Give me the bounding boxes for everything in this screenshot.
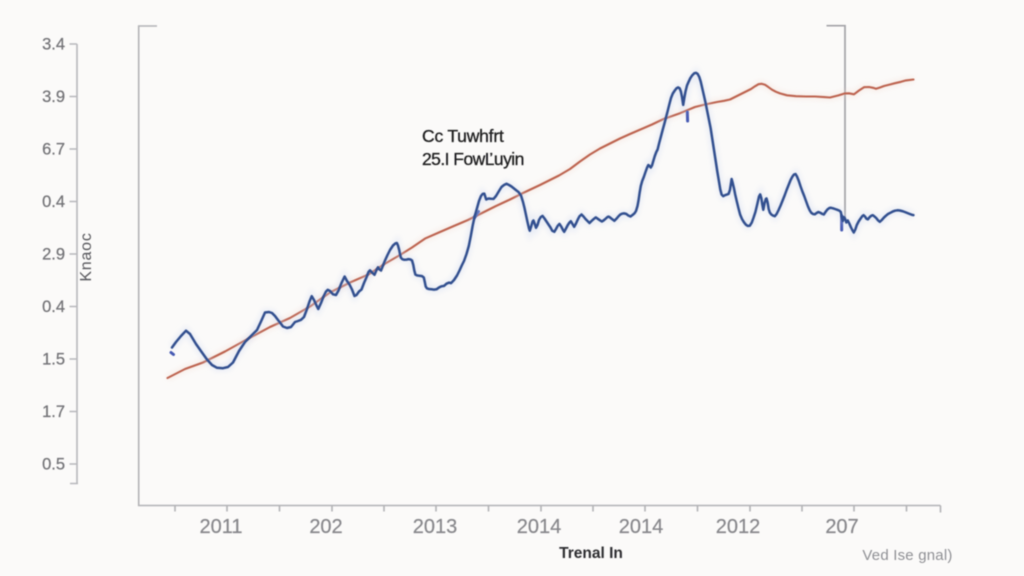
svg-text:0.4: 0.4 — [42, 193, 65, 211]
svg-text:0.5: 0.5 — [42, 456, 65, 474]
svg-text:207: 207 — [825, 516, 858, 538]
svg-text:3.4: 3.4 — [42, 36, 65, 54]
svg-text:25.I FowĽuyin: 25.I FowĽuyin — [422, 149, 524, 169]
svg-text:Ved Ise gnal): Ved Ise gnal) — [862, 547, 952, 564]
svg-text:2014: 2014 — [517, 516, 562, 538]
svg-text:3.9: 3.9 — [42, 88, 65, 106]
svg-text:2012: 2012 — [716, 516, 761, 538]
svg-text:Cc Tuwhfrt: Cc Tuwhfrt — [422, 126, 504, 146]
svg-text:2011: 2011 — [199, 516, 242, 538]
svg-text:6.7: 6.7 — [42, 141, 65, 159]
svg-text:0.4: 0.4 — [42, 298, 65, 316]
svg-text:2.9: 2.9 — [42, 246, 65, 264]
svg-text:Trenal In: Trenal In — [559, 545, 623, 562]
svg-text:202: 202 — [309, 516, 342, 538]
svg-text:2013: 2013 — [413, 516, 458, 538]
svg-text:1.7: 1.7 — [42, 403, 65, 421]
svg-text:2014: 2014 — [619, 516, 664, 538]
svg-text:1.5: 1.5 — [42, 351, 65, 369]
svg-text:Knaoc: Knaoc — [78, 232, 95, 281]
